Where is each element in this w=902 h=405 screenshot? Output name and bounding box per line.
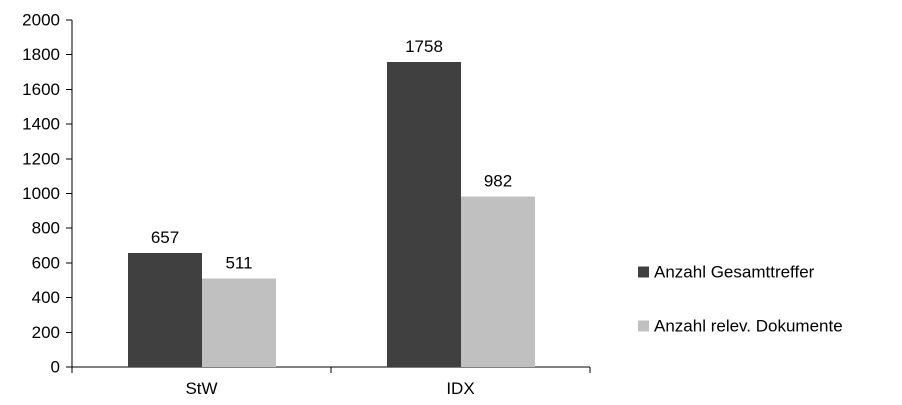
y-tick-label: 2000 <box>22 11 60 30</box>
y-tick-label: 1800 <box>22 45 60 64</box>
bar-value-label: 511 <box>225 253 252 272</box>
bar-data-labels: 657 511 1758 982 <box>151 37 512 272</box>
y-tick-label: 600 <box>32 253 60 272</box>
legend-label: Anzahl Gesamttreffer <box>654 263 815 282</box>
x-tick-label: StW <box>185 379 217 398</box>
bar-value-label: 657 <box>151 228 179 247</box>
y-tick-label: 1600 <box>22 80 60 99</box>
y-tick-label: 800 <box>32 219 60 238</box>
y-tick-label: 0 <box>51 358 60 377</box>
bar-value-label: 982 <box>484 172 512 191</box>
chart-bars <box>128 61 535 367</box>
y-tick-label: 1000 <box>22 184 60 203</box>
legend-swatch <box>638 320 649 332</box>
bar <box>461 196 535 367</box>
y-tick-label: 1200 <box>22 149 60 168</box>
x-axis: StW IDX <box>71 367 591 398</box>
bar <box>387 61 461 367</box>
y-tick-label: 200 <box>32 323 60 342</box>
x-tick-label: IDX <box>446 379 474 398</box>
bar <box>202 278 276 367</box>
legend-item: Anzahl Gesamttreffer <box>638 263 815 282</box>
legend-item: Anzahl relev. Dokumente <box>638 317 843 336</box>
bar <box>128 253 202 367</box>
chart-legend: Anzahl Gesamttreffer Anzahl relev. Dokume… <box>638 263 843 336</box>
y-axis: 0 200 400 600 800 1000 1200 1400 1600 1800 2000 <box>22 11 72 377</box>
y-tick-label: 400 <box>32 288 60 307</box>
legend-label: Anzahl relev. Dokumente <box>654 317 843 336</box>
bar-value-label: 1758 <box>405 37 443 56</box>
legend-swatch <box>638 266 649 278</box>
y-tick-label: 1400 <box>22 115 60 134</box>
